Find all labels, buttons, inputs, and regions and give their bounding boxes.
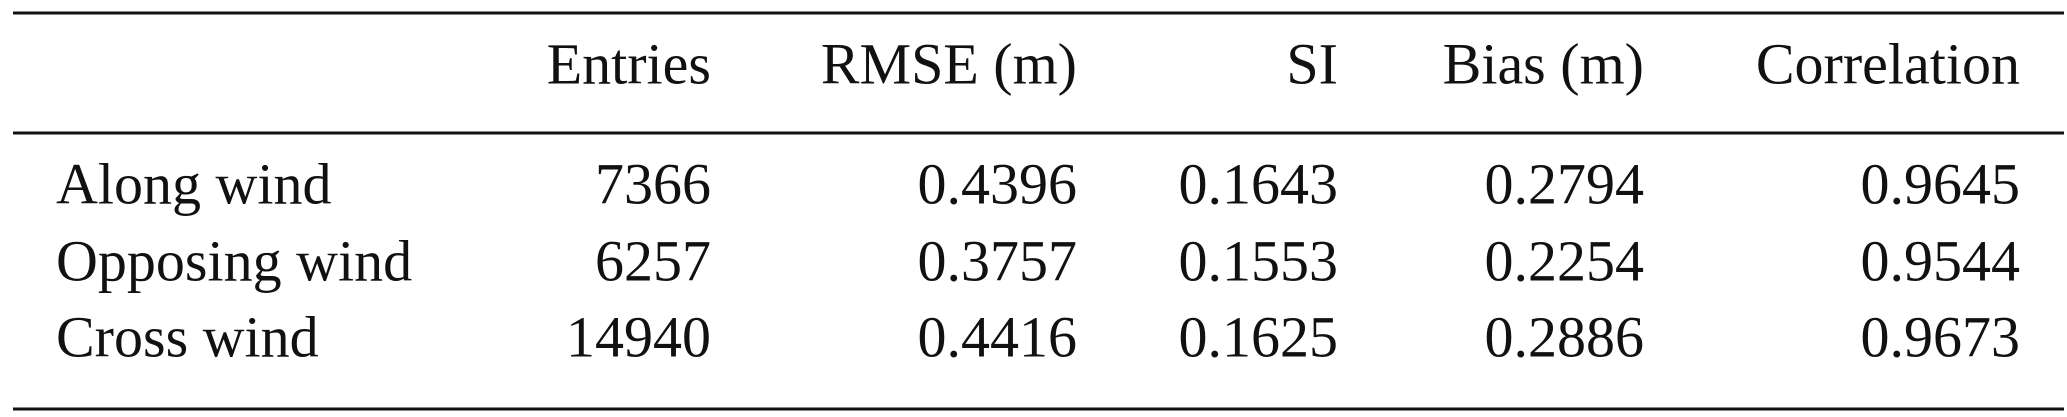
column-header: SI	[1286, 31, 1338, 96]
cell: 6257	[595, 228, 711, 293]
column-header: Correlation	[1756, 31, 2020, 96]
cell: 0.4416	[918, 304, 1078, 369]
cell: 0.1625	[1179, 304, 1339, 369]
cell: 0.2886	[1485, 304, 1645, 369]
cell: 0.2254	[1485, 228, 1645, 293]
cell: 0.2794	[1485, 151, 1645, 216]
column-header: Bias (m)	[1443, 31, 1644, 96]
row-label: Along wind	[56, 151, 332, 216]
cell: 14940	[566, 304, 711, 369]
cell: 0.1553	[1179, 228, 1339, 293]
cell: 7366	[595, 151, 711, 216]
cell: 0.9544	[1861, 228, 2021, 293]
cell: 0.4396	[918, 151, 1078, 216]
cell: 0.1643	[1179, 151, 1339, 216]
row-label: Cross wind	[56, 304, 319, 369]
cell: 0.9673	[1861, 304, 2021, 369]
column-header: Entries	[547, 31, 711, 96]
cell: 0.3757	[918, 228, 1078, 293]
row-label: Opposing wind	[56, 228, 412, 293]
column-header: RMSE (m)	[821, 31, 1077, 96]
cell: 0.9645	[1861, 151, 2021, 216]
